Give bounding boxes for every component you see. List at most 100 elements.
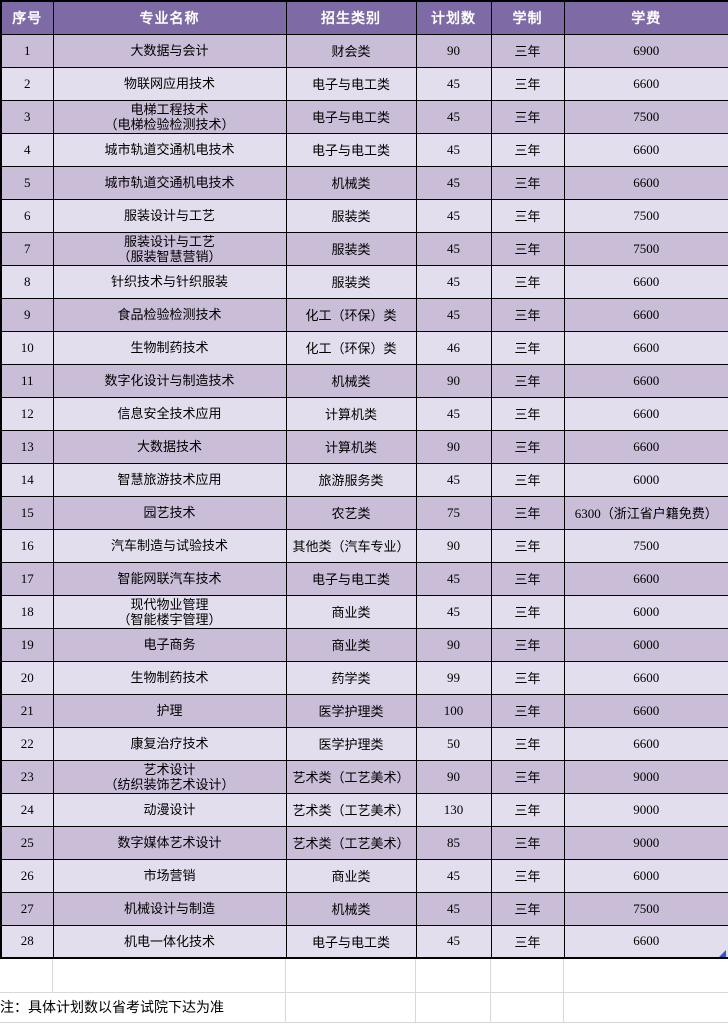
empty-cell <box>284 991 416 1023</box>
cell-fee: 6000 <box>563 858 728 893</box>
table-row: 12 信息安全技术应用 计算机类 45 三年 6600 <box>0 396 728 431</box>
cell-duration: 三年 <box>490 660 565 695</box>
cell-fee: 6600 <box>563 429 728 464</box>
cell-plan: 130 <box>415 792 492 827</box>
cell-duration: 三年 <box>490 627 565 662</box>
cell-major: 护理 <box>52 693 287 728</box>
cell-duration: 三年 <box>490 825 565 860</box>
cell-major: 大数据与会计 <box>52 33 287 68</box>
cell-plan: 45 <box>415 198 492 233</box>
cell-no: 2 <box>0 66 54 101</box>
cell-plan: 75 <box>415 495 492 530</box>
cell-plan: 90 <box>415 363 492 398</box>
cell-category: 计算机类 <box>285 429 417 464</box>
table-row: 15 园艺技术 农艺类 75 三年 6300（浙江省户籍免费） <box>0 495 728 530</box>
cell-category: 机械类 <box>285 165 417 200</box>
cell-plan: 45 <box>415 165 492 200</box>
table-row: 5 城市轨道交通机电技术 机械类 45 三年 6600 <box>0 165 728 200</box>
cell-major: 生物制药技术 <box>52 660 287 695</box>
cell-duration: 三年 <box>490 99 565 134</box>
cell-fee: 9000 <box>563 759 728 794</box>
cell-major: 电子商务 <box>52 627 287 662</box>
cell-no: 4 <box>0 132 54 167</box>
empty-cell <box>414 959 491 993</box>
cell-category: 艺术类（工艺美术） <box>285 759 417 794</box>
cell-duration: 三年 <box>490 759 565 794</box>
cell-category: 电子与电工类 <box>285 132 417 167</box>
table-row: 2 物联网应用技术 电子与电工类 45 三年 6600 <box>0 66 728 101</box>
empty-cell <box>284 959 416 993</box>
footer-area: 注：具体计划数以省考试院下达为准 <box>0 959 728 1023</box>
cell-duration: 三年 <box>490 264 565 299</box>
table-row: 8 针织技术与针织服装 服装类 45 三年 6600 <box>0 264 728 299</box>
cell-no: 27 <box>0 891 54 926</box>
table-row: 18 现代物业管理 （智能楼宇管理） 商业类 45 三年 6000 <box>0 594 728 629</box>
cell-major: 动漫设计 <box>52 792 287 827</box>
cell-plan: 90 <box>415 627 492 662</box>
cell-no: 18 <box>0 594 54 629</box>
cell-plan: 45 <box>415 924 492 959</box>
table-row: 7 服装设计与工艺 （服装智慧营销） 服装类 45 三年 7500 <box>0 231 728 266</box>
cell-plan: 90 <box>415 759 492 794</box>
table-row: 24 动漫设计 艺术类（工艺美术） 130 三年 9000 <box>0 792 728 827</box>
cell-major: 食品检验检测技术 <box>52 297 287 332</box>
cell-duration: 三年 <box>490 495 565 530</box>
cell-fee: 6600 <box>563 132 728 167</box>
cell-fee: 6600 <box>563 297 728 332</box>
cell-no: 26 <box>0 858 54 893</box>
cell-plan: 45 <box>415 132 492 167</box>
cell-major: 数字化设计与制造技术 <box>52 363 287 398</box>
cell-no: 6 <box>0 198 54 233</box>
cell-plan: 45 <box>415 264 492 299</box>
empty-cell <box>414 991 491 1023</box>
cell-plan: 90 <box>415 528 492 563</box>
cell-no: 22 <box>0 726 54 761</box>
cell-category: 商业类 <box>285 627 417 662</box>
cell-category: 财会类 <box>285 33 417 68</box>
cell-plan: 50 <box>415 726 492 761</box>
cell-fee: 6000 <box>563 462 728 497</box>
table-row: 6 服装设计与工艺 服装类 45 三年 7500 <box>0 198 728 233</box>
cell-plan: 45 <box>415 297 492 332</box>
cell-category: 艺术类（工艺美术） <box>285 825 417 860</box>
cell-no: 13 <box>0 429 54 464</box>
table-row: 10 生物制药技术 化工（环保）类 46 三年 6600 <box>0 330 728 365</box>
table-row: 14 智慧旅游技术应用 旅游服务类 45 三年 6000 <box>0 462 728 497</box>
cell-duration: 三年 <box>490 528 565 563</box>
cell-duration: 三年 <box>490 33 565 68</box>
cell-no: 15 <box>0 495 54 530</box>
note-row: 注：具体计划数以省考试院下达为准 <box>0 991 728 1023</box>
cell-no: 9 <box>0 297 54 332</box>
table-row: 21 护理 医学护理类 100 三年 6600 <box>0 693 728 728</box>
cell-no: 14 <box>0 462 54 497</box>
cell-category: 计算机类 <box>285 396 417 431</box>
table-row: 3 电梯工程技术 （电梯检验检测技术） 电子与电工类 45 三年 7500 <box>0 99 728 134</box>
cell-category: 电子与电工类 <box>285 99 417 134</box>
cell-fee: 6900 <box>563 33 728 68</box>
cell-category: 化工（环保）类 <box>285 297 417 332</box>
cell-major: 数字媒体艺术设计 <box>52 825 287 860</box>
cell-category: 机械类 <box>285 363 417 398</box>
cell-plan: 46 <box>415 330 492 365</box>
cell-fee: 6300（浙江省户籍免费） <box>563 495 728 530</box>
cell-no: 11 <box>0 363 54 398</box>
enrollment-table: 序号 专业名称 招生类别 计划数 学制 学费 1 大数据与会计 财会类 90 三… <box>0 0 728 959</box>
cell-major: 服装设计与工艺 <box>52 198 287 233</box>
cell-fee: 6600 <box>563 693 728 728</box>
cell-major: 康复治疗技术 <box>52 726 287 761</box>
cell-category: 农艺类 <box>285 495 417 530</box>
cell-fee: 6600 <box>563 264 728 299</box>
column-header-no: 序号 <box>0 0 54 35</box>
cell-duration: 三年 <box>490 132 565 167</box>
cell-no: 25 <box>0 825 54 860</box>
cell-category: 电子与电工类 <box>285 561 417 596</box>
empty-cell <box>489 959 564 993</box>
table-row: 17 智能网联汽车技术 电子与电工类 45 三年 6600 <box>0 561 728 596</box>
cell-fee: 7500 <box>563 198 728 233</box>
table-row: 28 机电一体化技术 电子与电工类 45 三年 6600 <box>0 924 728 959</box>
cell-category: 电子与电工类 <box>285 924 417 959</box>
cell-duration: 三年 <box>490 858 565 893</box>
cell-plan: 45 <box>415 891 492 926</box>
cell-fee: 6600 <box>563 924 728 959</box>
